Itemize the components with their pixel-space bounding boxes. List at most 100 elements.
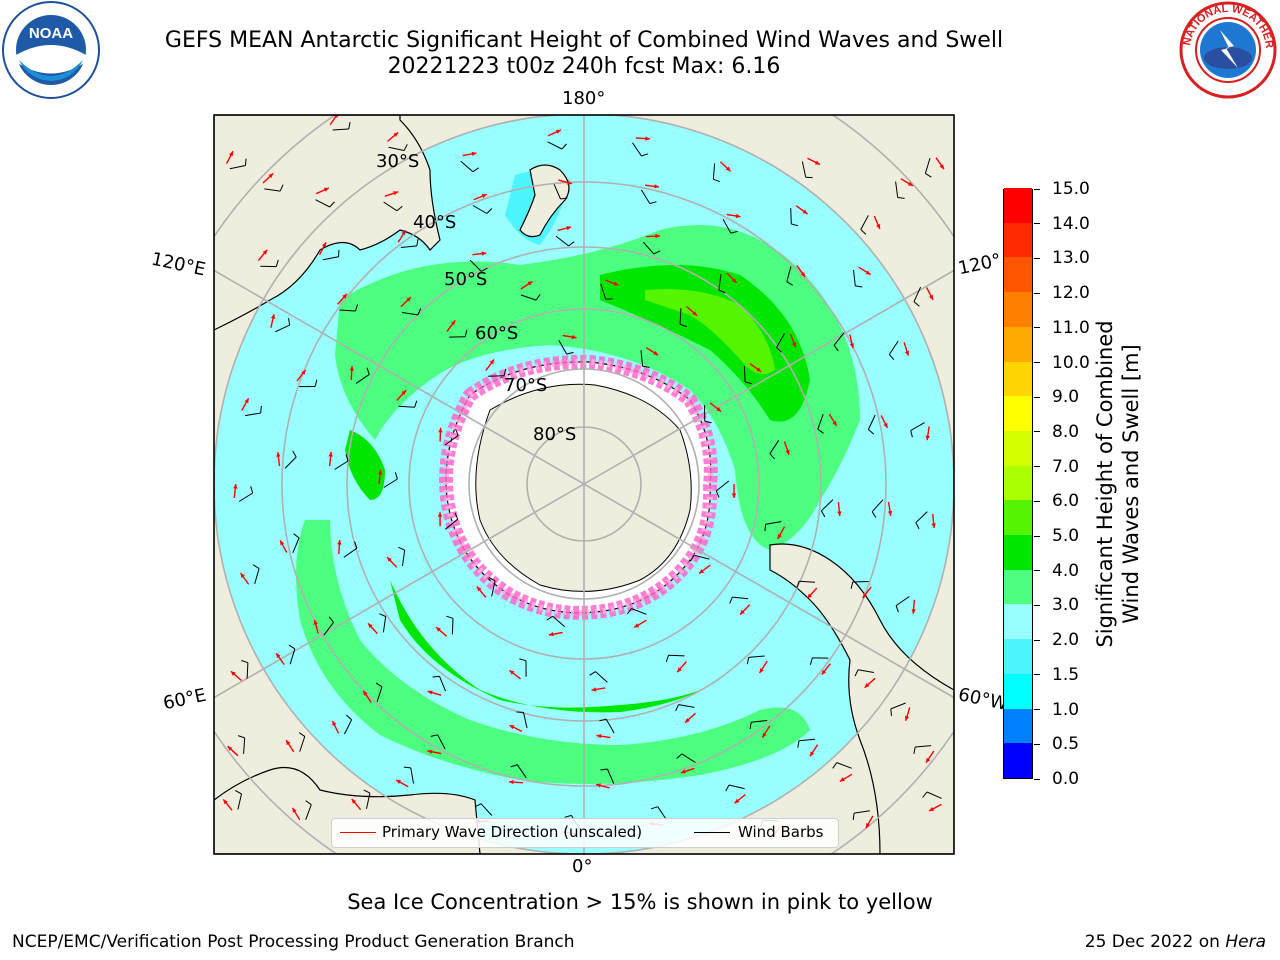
- wave-direction-arrowhead: [286, 740, 291, 746]
- wind-barb-shaft: [913, 286, 922, 302]
- wind-barb-flag: [890, 708, 892, 716]
- lat-label-80s: 80°S: [533, 424, 577, 445]
- wind-barb-shaft: [344, 719, 353, 735]
- wind-barb-flag: [354, 541, 358, 549]
- wave-direction-arrowhead: [268, 173, 274, 179]
- wind-barb-flag: [416, 238, 419, 246]
- wind-barb-flag: [298, 732, 306, 737]
- colorbar-tick-mark: [1034, 362, 1040, 364]
- wave-direction-arrowhead: [567, 180, 572, 185]
- wind-barb-shaft: [640, 189, 651, 204]
- wave-direction-arrowhead: [244, 398, 249, 404]
- wind-barb-flag: [414, 400, 418, 408]
- wind-barb-shaft: [332, 128, 349, 131]
- legend-barb-label: Wind Barbs: [738, 823, 824, 841]
- wave-direction-arrowhead: [566, 226, 572, 231]
- wind-barb-flag: [329, 201, 335, 208]
- wave-direction-arrowhead: [377, 470, 383, 475]
- wind-barb-shaft: [238, 492, 253, 502]
- wind-barb-shaft: [769, 440, 780, 454]
- wind-barb-shaft: [388, 146, 405, 151]
- credit-left: NCEP/EMC/Verification Post Processing Pr…: [12, 932, 575, 952]
- colorbar: [1003, 187, 1033, 779]
- wave-direction-arrowhead: [438, 427, 443, 433]
- wind-barb-flag: [252, 564, 260, 569]
- wind-barb-shaft: [246, 662, 249, 679]
- credit-date: 25 Dec 2022 on: [1084, 932, 1220, 952]
- wind-barb-shaft: [376, 686, 383, 703]
- wind-barb-flag: [260, 405, 262, 414]
- wave-direction-arrowhead: [230, 671, 236, 676]
- wind-barb-flag: [910, 430, 913, 438]
- south-america-landmass: [769, 543, 954, 854]
- colorbar-tick-label: 13.0: [1052, 248, 1090, 269]
- colorbar-segment: [1004, 326, 1032, 362]
- wind-barb-flag: [474, 803, 482, 808]
- colorbar-tick-label: 12.0: [1052, 283, 1090, 304]
- wave-direction-arrowhead: [509, 725, 515, 730]
- wind-barb-flag: [922, 791, 928, 798]
- wave-direction-arrowhead: [613, 281, 619, 286]
- wave-field-lower-band: [296, 520, 810, 784]
- wind-barb-shaft: [264, 188, 281, 192]
- wave-direction-arrowhead: [654, 184, 659, 189]
- wave-direction-arrowhead: [401, 390, 407, 395]
- colorbar-segment: [1004, 534, 1032, 570]
- wind-barb-flag: [589, 671, 596, 676]
- colorbar-tick-label: 1.5: [1052, 664, 1080, 685]
- wind-barb-flag: [820, 510, 826, 518]
- wave-direction-arrowhead: [571, 334, 577, 340]
- wind-barb-flag: [600, 768, 608, 771]
- wind-barb-flag: [704, 420, 712, 424]
- map-legend: Primary Wave Direction (unscaled) Wind B…: [331, 818, 839, 848]
- wind-barb-flag: [379, 613, 386, 617]
- wind-barb-shaft: [410, 767, 414, 784]
- wave-direction-arrowhead: [596, 734, 602, 739]
- wave-direction-arrowhead: [387, 557, 392, 562]
- wind-barb-shaft: [398, 405, 415, 408]
- wind-barb-shaft: [836, 762, 852, 769]
- wave-direction-arrowhead: [437, 512, 443, 517]
- wind-barb-flag: [293, 533, 300, 539]
- wind-barb-shaft: [552, 615, 566, 628]
- wave-direction-arrowhead: [645, 136, 650, 141]
- colorbar-tick-label: 10.0: [1052, 352, 1090, 373]
- chart-subtitle: 20221223 t00z 240h fcst Max: 6.16: [387, 54, 781, 79]
- wind-barb-flag: [288, 644, 296, 650]
- wind-barb-flag: [235, 790, 242, 795]
- wind-barb-flag: [430, 734, 438, 737]
- wind-barb-shaft: [715, 480, 730, 492]
- wave-direction-arrowhead: [911, 609, 916, 614]
- wind-barbs: [229, 122, 942, 830]
- wind-barb-shaft: [383, 201, 398, 212]
- wind-barb-flag: [396, 205, 403, 212]
- wind-barb-shaft: [460, 160, 474, 173]
- wave-direction-arrowhead: [907, 181, 913, 186]
- wind-barb-shaft: [693, 554, 710, 560]
- wind-barb-flag: [649, 201, 657, 205]
- wind-barb-shaft: [743, 365, 746, 383]
- colorbar-segment: [1004, 256, 1032, 293]
- colorbar-tick-mark: [1034, 604, 1040, 606]
- wind-barb-shaft: [915, 511, 928, 524]
- colorbar-tick-mark: [1034, 570, 1040, 572]
- wind-barb-shaft: [732, 596, 749, 600]
- wind-barb-shaft: [679, 308, 682, 325]
- wind-barb-flag: [913, 301, 920, 307]
- wave-direction-arrowhead: [301, 370, 306, 375]
- wave-direction-arrowhead: [821, 669, 827, 675]
- wind-barb-flag: [626, 608, 632, 615]
- wave-direction-arrowhead: [926, 757, 931, 763]
- wind-barb-flag: [354, 304, 359, 312]
- sea-ice-ring-inner: [443, 358, 714, 616]
- wind-barb-flag: [676, 753, 683, 759]
- lon-label-0: 0°: [572, 856, 593, 877]
- wind-barb-shaft: [402, 312, 418, 316]
- wind-barb-flag: [503, 368, 507, 376]
- wind-barb-flag: [746, 657, 750, 665]
- wind-barb-flag: [897, 197, 905, 199]
- wind-barb-flag: [860, 229, 867, 235]
- wave-direction-arrowhead: [393, 191, 399, 196]
- wind-barb-flag: [730, 230, 738, 234]
- wind-barb-flag: [363, 789, 371, 794]
